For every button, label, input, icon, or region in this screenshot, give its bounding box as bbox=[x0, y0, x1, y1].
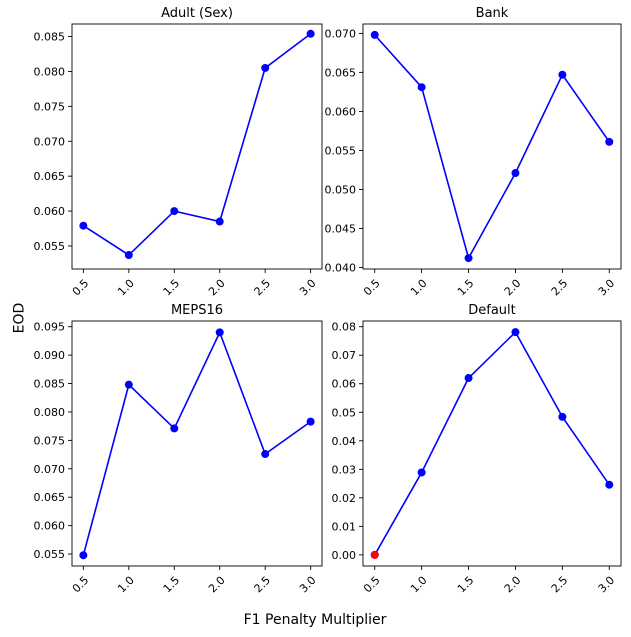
y-tick-label: 0.080 bbox=[34, 406, 66, 419]
y-tick-label: 0.075 bbox=[34, 434, 66, 447]
data-point bbox=[605, 137, 614, 146]
x-tick-label: 2.5 bbox=[549, 277, 571, 299]
y-tick-label: 0.080 bbox=[34, 65, 66, 78]
panel-bank: Bank 0.040 0.045 0.050 0.055 0.060 0.065 0.070 0… bbox=[325, 6, 622, 298]
y-tick-label: 0.045 bbox=[325, 222, 357, 235]
x-tick-label: 0.5 bbox=[361, 574, 383, 596]
x-tick-label: 2.0 bbox=[502, 574, 524, 596]
x-tick-label: 2.0 bbox=[206, 574, 228, 596]
data-point bbox=[417, 83, 426, 92]
y-tick-label: 0.070 bbox=[325, 27, 357, 40]
y-tick-label: 0.090 bbox=[34, 349, 66, 362]
y-tick-label: 0.055 bbox=[34, 240, 66, 253]
y-tick-label: 0.06 bbox=[332, 378, 357, 391]
x-tick-label: 1.5 bbox=[455, 277, 477, 299]
panel-meps16: MEPS16 0.055 0.060 0.065 0.070 0.075 0.080 0.08… bbox=[34, 303, 323, 595]
x-tick-label: 2.5 bbox=[252, 277, 274, 299]
y-tick-label: 0.07 bbox=[332, 349, 357, 362]
series-line bbox=[82, 330, 312, 556]
data-point bbox=[215, 217, 224, 226]
data-point bbox=[170, 424, 179, 433]
data-point bbox=[124, 380, 133, 389]
y-tick-label: 0.060 bbox=[34, 205, 66, 218]
x-tick-label: 2.0 bbox=[502, 277, 524, 299]
series-line bbox=[374, 34, 610, 261]
data-point bbox=[261, 63, 270, 72]
y-tick-label: 0.040 bbox=[325, 261, 357, 274]
y-tick-label: 0.01 bbox=[332, 520, 357, 533]
x-tick-label: 3.0 bbox=[297, 277, 319, 299]
x-tick-label: 1.0 bbox=[408, 574, 430, 596]
x-tick-label: 2.5 bbox=[549, 574, 571, 596]
y-axis-label: EOD bbox=[11, 302, 28, 334]
y-tick-label: 0.08 bbox=[332, 321, 357, 334]
panel-adult-sex: Adult (Sex) 0.055 0.060 0.065 0.070 0.075 0.08… bbox=[34, 6, 323, 298]
x-tick-label: 3.0 bbox=[297, 574, 319, 596]
x-tick-label: 3.0 bbox=[596, 574, 618, 596]
x-tick-label: 0.5 bbox=[70, 574, 92, 596]
y-tick-label: 0.065 bbox=[325, 66, 357, 79]
highlight-point bbox=[370, 550, 379, 559]
x-tick-label: 3.0 bbox=[596, 277, 618, 299]
panel-title: Adult (Sex) bbox=[161, 6, 233, 21]
data-point bbox=[511, 169, 520, 178]
data-point bbox=[464, 374, 473, 383]
x-tick-label: 0.5 bbox=[361, 277, 383, 299]
data-point bbox=[558, 70, 567, 79]
y-tick-label: 0.065 bbox=[34, 491, 66, 504]
y-tick-label: 0.075 bbox=[34, 100, 66, 113]
y-tick-label: 0.085 bbox=[34, 378, 66, 391]
x-tick-label: 2.5 bbox=[252, 574, 274, 596]
axes-frame bbox=[71, 23, 323, 270]
x-tick-label: 1.5 bbox=[161, 574, 183, 596]
data-point bbox=[79, 221, 88, 230]
data-point bbox=[79, 551, 88, 560]
panel-title: MEPS16 bbox=[171, 303, 223, 318]
y-tick-label: 0.065 bbox=[34, 170, 66, 183]
y-tick-label: 0.070 bbox=[34, 463, 66, 476]
x-axis-label: F1 Penalty Multiplier bbox=[243, 612, 387, 628]
x-tick-label: 2.0 bbox=[206, 277, 228, 299]
data-point bbox=[464, 254, 473, 263]
data-point bbox=[605, 480, 614, 489]
x-tick-label: 1.0 bbox=[115, 574, 137, 596]
data-point bbox=[215, 328, 224, 337]
data-point bbox=[558, 412, 567, 421]
y-tick-label: 0.02 bbox=[332, 492, 357, 505]
y-tick-label: 0.00 bbox=[332, 549, 357, 562]
panel-title: Bank bbox=[476, 6, 509, 21]
y-tick-label: 0.05 bbox=[332, 406, 357, 419]
data-point bbox=[124, 251, 133, 260]
data-point bbox=[306, 29, 315, 38]
x-tick-label: 1.5 bbox=[455, 574, 477, 596]
y-tick-label: 0.085 bbox=[34, 31, 66, 44]
y-tick-label: 0.03 bbox=[332, 463, 357, 476]
y-tick-label: 0.060 bbox=[325, 105, 357, 118]
panel-title: Default bbox=[468, 303, 516, 318]
y-tick-label: 0.050 bbox=[325, 183, 357, 196]
y-tick-label: 0.070 bbox=[34, 135, 66, 148]
data-point bbox=[417, 468, 426, 477]
x-tick-label: 1.0 bbox=[115, 277, 137, 299]
data-point bbox=[511, 328, 520, 337]
y-tick-label: 0.055 bbox=[34, 548, 66, 561]
y-tick-label: 0.04 bbox=[332, 435, 357, 448]
panel-default: Default 0.00 0.01 0.02 0.03 0.04 0.05 0.06 0.07 0… bbox=[332, 303, 622, 595]
y-tick-label: 0.095 bbox=[34, 321, 66, 334]
series-line bbox=[82, 33, 312, 257]
axes-frame bbox=[71, 320, 323, 567]
data-point bbox=[306, 417, 315, 426]
axes-frame bbox=[362, 23, 622, 270]
series-line bbox=[374, 330, 610, 556]
x-tick-label: 1.0 bbox=[408, 277, 430, 299]
y-tick-label: 0.055 bbox=[325, 144, 357, 157]
axes-frame bbox=[362, 320, 622, 567]
data-point bbox=[261, 450, 270, 459]
data-point bbox=[170, 207, 179, 216]
y-tick-label: 0.060 bbox=[34, 520, 66, 533]
x-tick-label: 1.5 bbox=[161, 277, 183, 299]
x-tick-label: 0.5 bbox=[70, 277, 92, 299]
data-point bbox=[370, 30, 379, 39]
